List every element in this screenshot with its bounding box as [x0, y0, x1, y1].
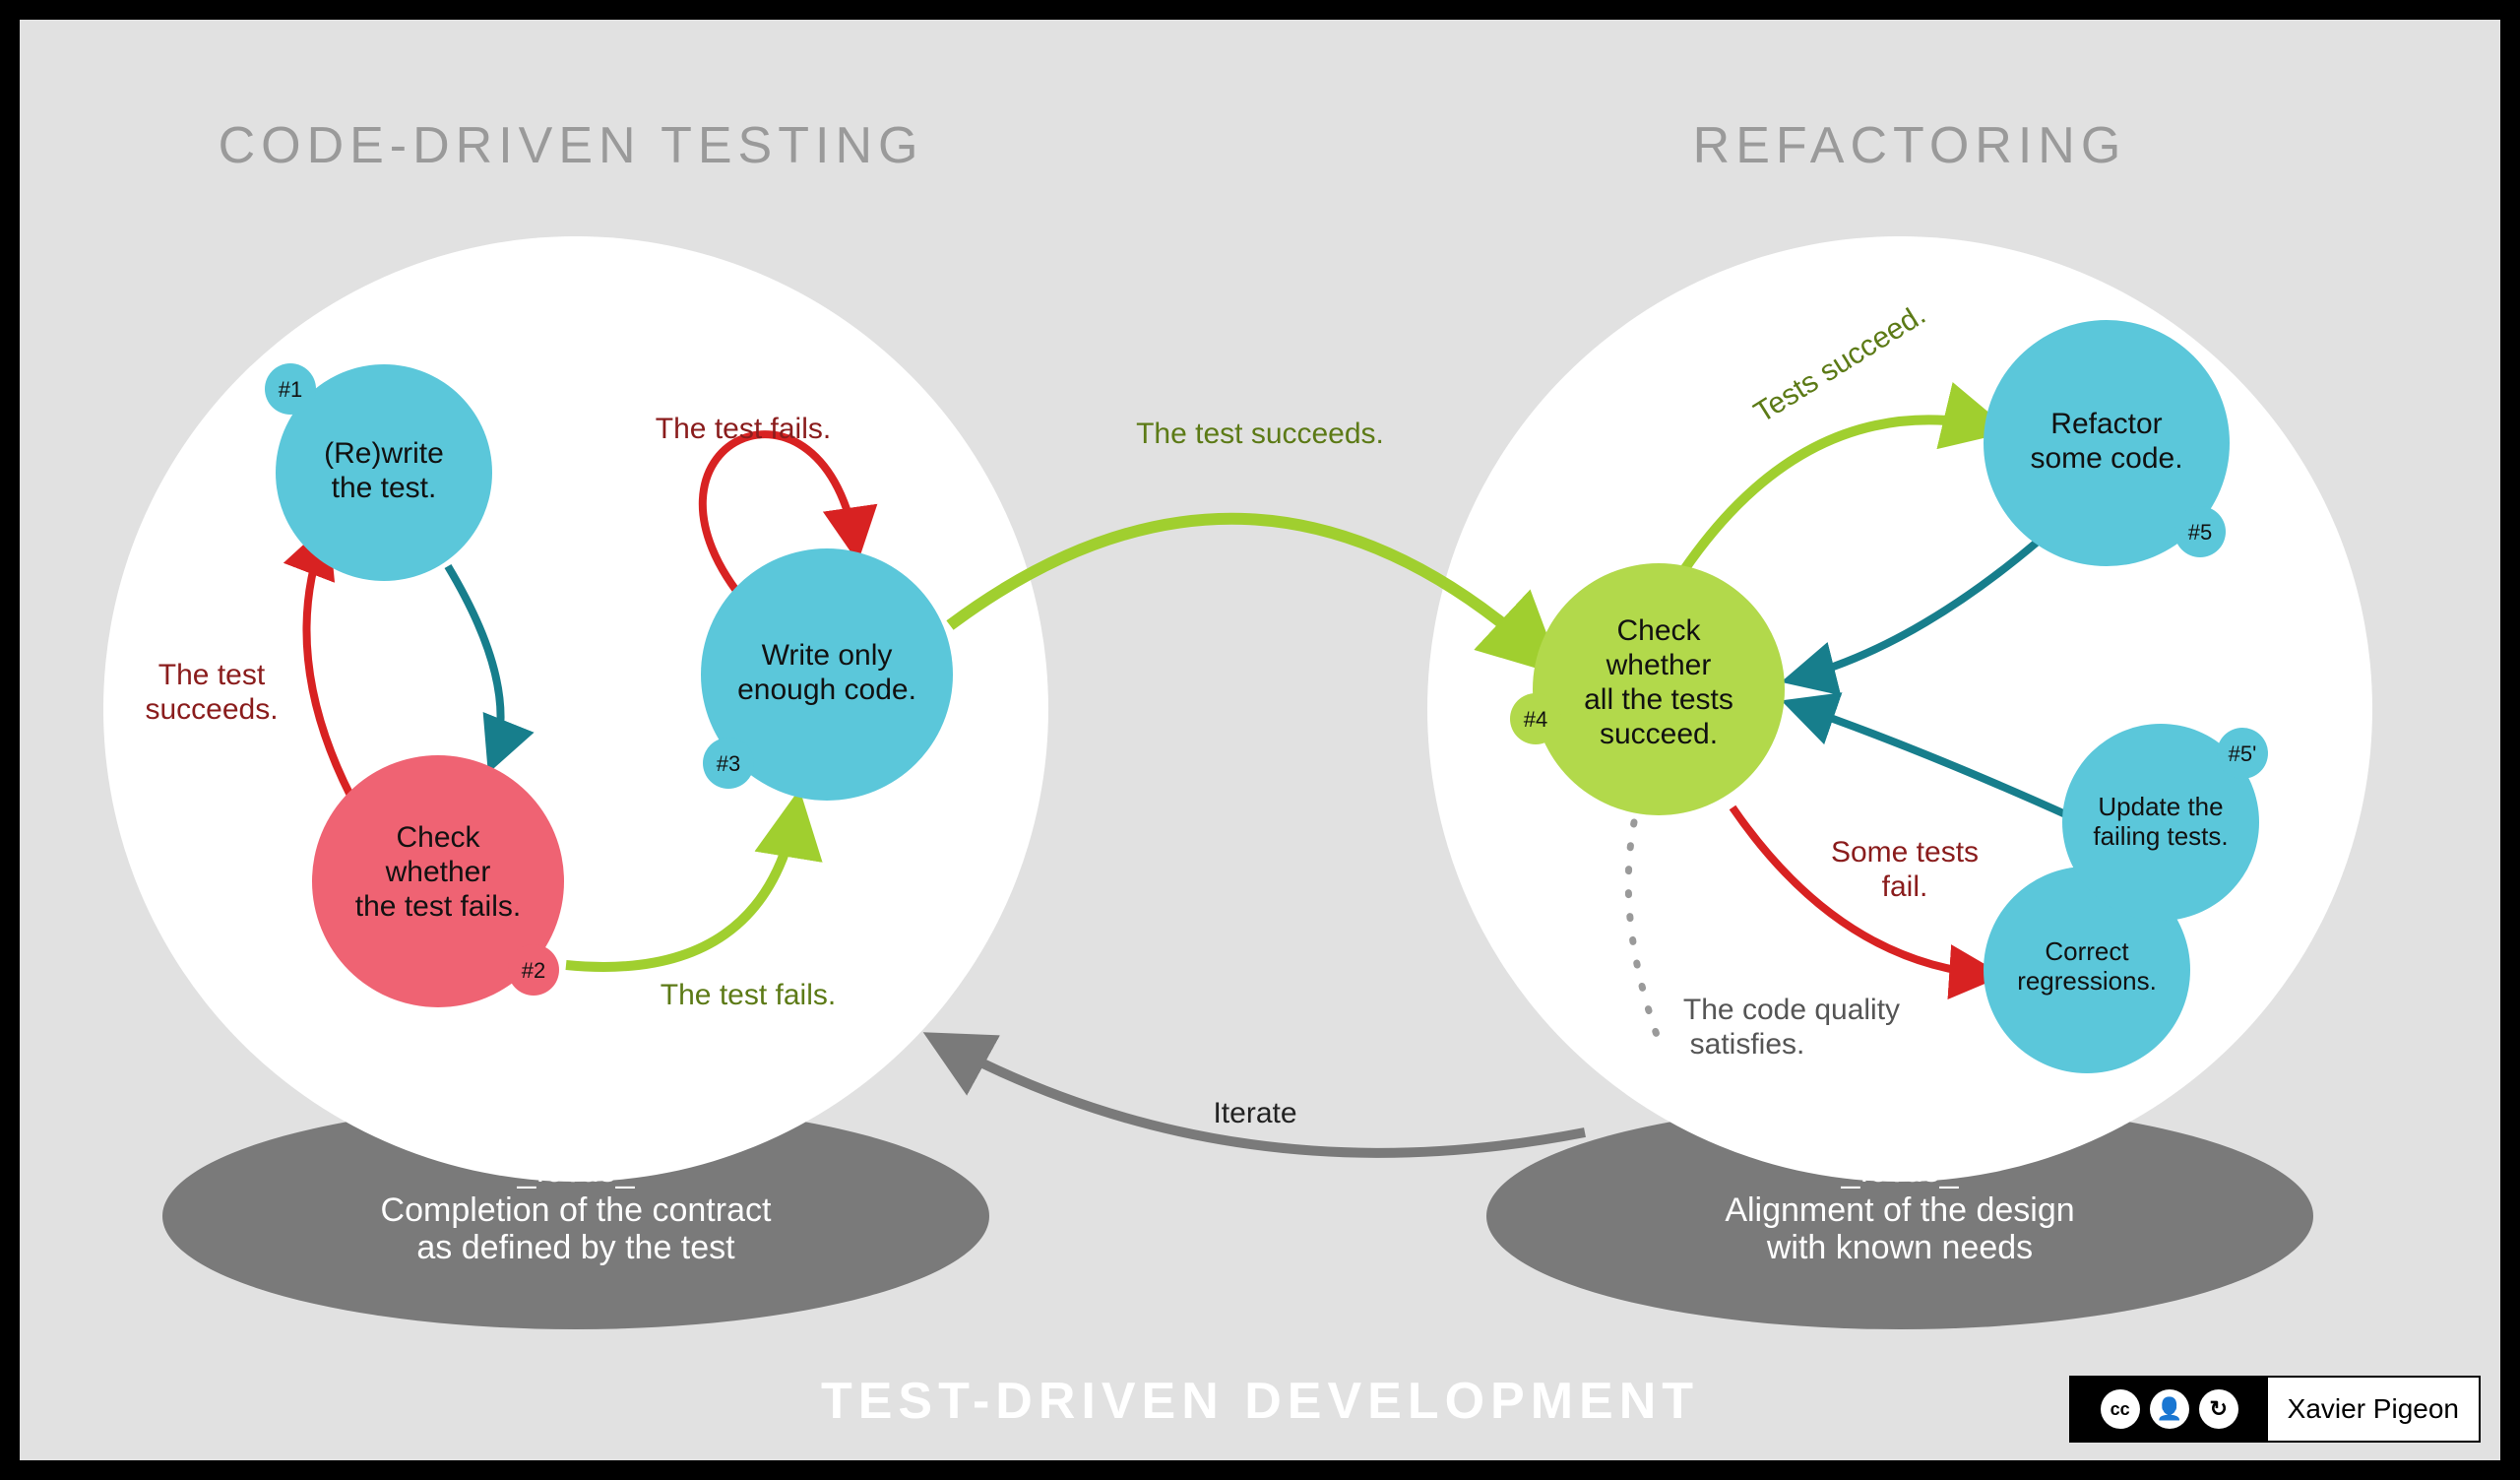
sa-icon: ↻ [2199, 1389, 2238, 1429]
svg-text:the test fails.: the test fails. [355, 890, 521, 923]
svg-text:the test.: the test. [332, 472, 437, 504]
edge-n2-n1-label-1: The test [158, 659, 266, 691]
edge-n2-n3-label: The test fails. [661, 979, 836, 1011]
svg-text:all the tests: all the tests [1584, 683, 1733, 716]
edge-iterate [935, 1039, 1585, 1153]
by-icon: 👤 [2150, 1389, 2189, 1429]
svg-text:Check: Check [1616, 614, 1701, 647]
node-check-test-fails: Check whether the test fails. #2 [312, 755, 564, 1007]
svg-text:#3: #3 [717, 751, 740, 776]
svg-text:Check: Check [396, 821, 480, 854]
edge-n4-done-label-1: The code quality [1683, 994, 1900, 1026]
edge-n3-self-label: The test fails. [656, 413, 831, 445]
footer-title: TEST-DRIVEN DEVELOPMENT [821, 1373, 1699, 1430]
focus-left-line2: as defined by the test [416, 1229, 735, 1266]
cc-icon: cc [2101, 1389, 2140, 1429]
svg-text:#5': #5' [2229, 741, 2257, 766]
focus-left-label: _focus_ [516, 1152, 635, 1190]
svg-text:enough code.: enough code. [737, 674, 916, 706]
svg-text:#1: #1 [279, 377, 302, 402]
node-write-enough-code: Write only enough code. #3 [701, 548, 953, 801]
focus-left-line1: Completion of the contract [381, 1191, 772, 1229]
heading-right: REFACTORING [1693, 117, 2127, 174]
cc-license-badge: cc 👤 ↻ [2071, 1378, 2268, 1441]
focus-right-line2: with known needs [1766, 1229, 2033, 1266]
attribution-box: cc 👤 ↻ Xavier Pigeon [2069, 1376, 2481, 1443]
diagram-frame: CODE-DRIVEN TESTING REFACTORING _focus_ … [0, 0, 2520, 1480]
edge-n2-n1-label-2: succeeds. [145, 693, 278, 726]
svg-text:some code.: some code. [2030, 442, 2182, 475]
svg-text:#5: #5 [2188, 520, 2212, 545]
focus-right-line1: Alignment of the design [1725, 1191, 2074, 1229]
svg-text:#2: #2 [522, 958, 545, 983]
svg-text:failing tests.: failing tests. [2093, 821, 2228, 851]
edge-n4-n5b-label-2: fail. [1882, 870, 1928, 903]
svg-text:whether: whether [1606, 649, 1712, 681]
heading-left: CODE-DRIVEN TESTING [219, 117, 924, 174]
svg-text:(Re)write: (Re)write [324, 437, 444, 470]
node-refactor-code: Refactor some code. #5 [1984, 320, 2230, 566]
svg-text:Update the: Update the [2098, 792, 2223, 821]
edge-iterate-label: Iterate [1213, 1097, 1296, 1129]
focus-right-label: _focus_ [1840, 1152, 1959, 1190]
svg-text:Refactor: Refactor [2050, 408, 2162, 440]
svg-text:#4: #4 [1524, 707, 1547, 732]
attribution-author: Xavier Pigeon [2268, 1378, 2479, 1441]
svg-text:regressions.: regressions. [2017, 966, 2157, 996]
edge-n4-done-label-2: satisfies. [1690, 1028, 1805, 1061]
tdd-diagram-svg: CODE-DRIVEN TESTING REFACTORING _focus_ … [20, 20, 2500, 1460]
svg-text:whether: whether [385, 856, 491, 888]
svg-text:Write only: Write only [762, 639, 893, 672]
svg-text:succeed.: succeed. [1600, 718, 1718, 750]
edge-n3-n4-label: The test succeeds. [1136, 418, 1384, 450]
edge-n4-n5b-label-1: Some tests [1831, 836, 1979, 869]
svg-text:Correct: Correct [2045, 936, 2129, 966]
